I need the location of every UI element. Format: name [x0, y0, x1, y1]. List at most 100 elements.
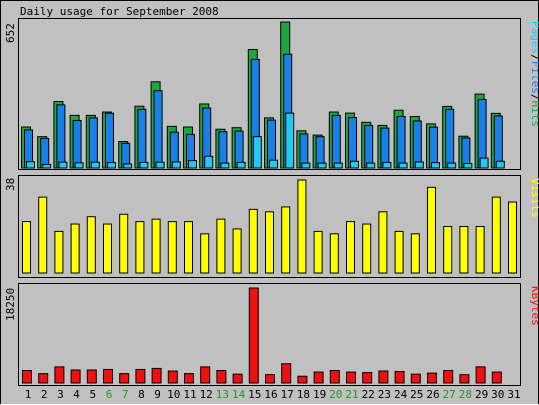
- files-bar-27: [445, 108, 455, 169]
- kbytes-bar-5: [86, 369, 97, 384]
- visits-bar-9: [151, 218, 161, 274]
- visits-legend-label: Visits: [529, 178, 539, 218]
- kbytes-bar-24: [394, 371, 405, 384]
- x-tick-label-28: 28: [459, 388, 472, 401]
- x-tick-label-22: 22: [362, 388, 375, 401]
- x-tick-label-26: 26: [426, 388, 439, 401]
- files-bar-20: [331, 114, 341, 169]
- kbytes-bar-21: [346, 371, 356, 384]
- pages-bar-1: [26, 161, 35, 169]
- kbytes-bar-22: [362, 372, 373, 384]
- pages-bar-8: [139, 161, 149, 169]
- pages-bar-4: [74, 162, 84, 169]
- kbytes-bar-25: [410, 373, 421, 384]
- kbytes-legend-label: KBytes: [529, 286, 539, 326]
- pages-bar-3: [58, 161, 68, 169]
- kbytes-bar-11: [184, 373, 194, 384]
- kbytes-bar-20: [329, 370, 340, 384]
- kbytes-bar-28: [459, 374, 470, 384]
- pages-bar-2: [42, 163, 52, 169]
- files-bar-5: [88, 117, 98, 169]
- pages-bar-5: [90, 161, 100, 169]
- visits-bar-31: [508, 201, 517, 274]
- kbytes-bar-8: [135, 368, 146, 384]
- visits-bar-29: [475, 226, 485, 274]
- visits-bar-16: [265, 211, 274, 274]
- x-tick-label-17: 17: [281, 388, 294, 401]
- pages-bar-18: [301, 162, 311, 169]
- files-bar-13: [218, 131, 228, 169]
- pages-bar-12: [204, 155, 214, 169]
- x-tick-label-20: 20: [329, 388, 342, 401]
- kbytes-y-tick: 18250: [4, 288, 17, 321]
- pages-bar-17: [285, 112, 295, 169]
- pages-bar-6: [107, 162, 116, 169]
- x-tick-label-7: 7: [122, 388, 129, 401]
- kbytes-bar-13: [216, 370, 227, 384]
- chart-title: Daily usage for September 2008: [20, 5, 219, 18]
- x-tick-label-16: 16: [264, 388, 277, 401]
- x-tick-label-12: 12: [200, 388, 213, 401]
- x-tick-label-15: 15: [248, 388, 261, 401]
- visits-bars-group: [22, 179, 517, 274]
- kbytes-bar-12: [200, 366, 211, 384]
- visits-bar-8: [135, 221, 145, 274]
- x-tick-label-21: 21: [345, 388, 358, 401]
- files-bar-9: [153, 90, 163, 169]
- visits-bar-28: [459, 226, 469, 274]
- kbytes-bar-30: [491, 371, 502, 384]
- pages-bar-25: [414, 161, 424, 169]
- x-tick-label-23: 23: [378, 388, 391, 401]
- x-tick-label-18: 18: [297, 388, 310, 401]
- x-tick-label-19: 19: [313, 388, 326, 401]
- kbytes-bar-6: [103, 368, 113, 384]
- visits-bar-19: [313, 230, 323, 274]
- pages-bar-21: [350, 160, 359, 169]
- files-bar-2: [40, 137, 50, 169]
- visits-bar-22: [362, 223, 372, 274]
- visits-bar-18: [297, 179, 307, 274]
- visits-bar-20: [329, 233, 339, 274]
- visits-bar-2: [38, 196, 48, 274]
- x-tick-label-3: 3: [57, 388, 64, 401]
- pages-bar-30: [495, 160, 505, 169]
- visits-bar-4: [70, 223, 80, 274]
- pages-bar-26: [431, 162, 440, 169]
- visits-bar-25: [410, 233, 420, 274]
- kbytes-bar-27: [443, 370, 454, 384]
- files-bar-8: [137, 108, 147, 169]
- files-bar-25: [412, 120, 422, 169]
- pages-bar-19: [317, 162, 327, 169]
- x-tick-label-9: 9: [154, 388, 161, 401]
- x-tick-label-29: 29: [475, 388, 488, 401]
- kbytes-bar-23: [378, 370, 389, 384]
- visits-bar-26: [427, 186, 436, 274]
- visits-bar-21: [346, 221, 355, 274]
- pages-bar-13: [220, 162, 230, 169]
- x-tick-label-25: 25: [410, 388, 423, 401]
- kbytes-bars-group: [22, 287, 502, 384]
- pages-bar-28: [463, 163, 473, 169]
- visits-bar-7: [119, 213, 129, 274]
- pages-bar-15: [252, 136, 262, 169]
- kbytes-panel: [18, 283, 521, 386]
- visits-bar-3: [54, 230, 64, 274]
- pages-bar-11: [188, 160, 197, 169]
- x-tick-label-30: 30: [491, 388, 504, 401]
- files-bar-21: [348, 117, 357, 169]
- kbytes-bar-16: [265, 374, 275, 384]
- files-bar-26: [429, 126, 438, 169]
- kbytes-bar-17: [281, 363, 292, 384]
- visits-bar-12: [200, 233, 210, 274]
- visits-bar-13: [216, 218, 226, 274]
- x-tick-label-5: 5: [89, 388, 96, 401]
- x-tick-label-10: 10: [167, 388, 180, 401]
- x-axis-labels: 1 2 3 4 5 6 7 8 9 10 11 12 13 14 15 16 17 18 19 20 21 22 23 24 2…: [25, 388, 521, 401]
- pages-bar-23: [382, 161, 392, 169]
- visits-y-tick: 38: [4, 178, 17, 191]
- kbytes-bar-1: [22, 370, 32, 384]
- kbytes-bar-4: [70, 369, 81, 384]
- x-tick-label-13: 13: [216, 388, 229, 401]
